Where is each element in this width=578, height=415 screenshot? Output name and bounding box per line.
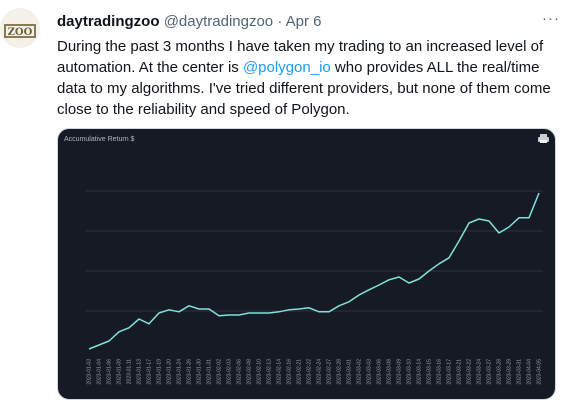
x-tick-label: 2023-01-30 — [196, 359, 202, 385]
x-tick-label: 2023-02-08 — [246, 359, 252, 385]
x-tick-label: 2023-01-04 — [96, 359, 102, 385]
x-tick-label: 2023-02-28 — [336, 359, 342, 385]
author-handle[interactable]: @daytradingzoo — [163, 13, 274, 30]
x-tick-label: 2023-01-17 — [146, 359, 152, 385]
x-tick-label: 2023-01-20 — [166, 359, 172, 385]
x-tick-label: 2023-01-24 — [176, 359, 182, 385]
x-tick-label: 2023-03-22 — [466, 359, 472, 385]
x-tick-label: 2023-01-19 — [156, 359, 162, 385]
x-tick-label: 2023-03-02 — [356, 359, 362, 385]
x-tick-label: 2023-03-08 — [386, 359, 392, 385]
x-tick-label: 2023-01-11 — [126, 359, 132, 384]
x-tick-label: 2023-02-21 — [296, 359, 302, 385]
x-tick-label: 2023-03-06 — [376, 359, 382, 385]
x-tick-label: 2023-01-03 — [86, 359, 92, 385]
x-tick-label: 2023-03-27 — [486, 359, 492, 385]
avatar[interactable]: ZOO — [0, 8, 40, 48]
x-tick-label: 2023-01-31 — [206, 359, 212, 385]
x-tick-label: 2023-04-04 — [526, 359, 532, 385]
tweet-text: During the past 3 months I have taken my… — [57, 36, 569, 120]
x-tick-label: 2023-02-24 — [316, 359, 322, 385]
text: who provides ALL the real/time data to m… — [57, 59, 551, 118]
chart-title: Accumulative Return $ — [64, 136, 135, 143]
x-tick-label: 2023-03-09 — [396, 359, 402, 385]
x-tick-label: 2023-01-13 — [136, 359, 142, 385]
x-tick-label: 2023-03-03 — [366, 359, 372, 385]
tweet-date[interactable]: Apr 6 — [285, 13, 322, 30]
x-tick-label: 2023-03-24 — [476, 359, 482, 385]
x-tick-label: 2023-02-03 — [226, 359, 232, 385]
more-menu[interactable]: ··· — [542, 10, 560, 27]
x-tick-label: 2023-02-10 — [256, 359, 262, 385]
x-tick-label: 2023-03-31 — [516, 359, 522, 385]
avatar-label: ZOO — [4, 24, 36, 38]
x-tick-label: 2023-02-02 — [216, 359, 222, 385]
x-tick-label: 2023-02-16 — [286, 359, 292, 385]
x-tick-label: 2023-04-05 — [536, 359, 542, 385]
x-tick-label: 2023-03-17 — [446, 359, 452, 385]
x-tick-label: 2023-01-26 — [186, 359, 192, 385]
x-tick-label: 2023-03-29 — [506, 359, 512, 385]
x-tick-label: 2023-02-06 — [236, 359, 242, 385]
separator: · — [277, 13, 283, 30]
x-tick-label: 2023-03-10 — [406, 359, 412, 385]
x-tick-label: 2023-03-15 — [426, 359, 432, 385]
x-tick-label: 2023-02-13 — [266, 359, 272, 385]
line — [88, 192, 540, 350]
x-tick-label: 2023-02-14 — [276, 359, 282, 385]
tweet-header: daytradingzoo @daytradingzoo · Apr 6 — [57, 13, 322, 30]
x-tick-label: 2023-03-01 — [346, 359, 352, 385]
x-tick-label: 2023-02-22 — [306, 359, 312, 385]
x-tick-label: 2023-03-21 — [456, 359, 462, 385]
chart-card[interactable]: Accumulative Return $ 2023-01-03 2023-01-… — [57, 128, 556, 400]
x-tick-label: 2023-03-28 — [496, 359, 502, 385]
chart: Accumulative Return $ 2023-01-03 2023-01-… — [64, 134, 549, 385]
x-tick-label: 2023-02-27 — [326, 359, 332, 385]
x-tick-label: 2023-03-14 — [416, 359, 422, 385]
x-tick-label: 2023-03-16 — [436, 359, 442, 385]
x-tick-label: 2023-01-09 — [116, 359, 122, 385]
author-name[interactable]: daytradingzoo — [57, 13, 160, 30]
print-icon[interactable] — [538, 134, 549, 143]
mention[interactable]: @polygon_io — [242, 59, 331, 76]
x-tick-label: 2023-01-06 — [106, 359, 112, 385]
text: During the past 3 months I have taken my… — [57, 38, 544, 76]
